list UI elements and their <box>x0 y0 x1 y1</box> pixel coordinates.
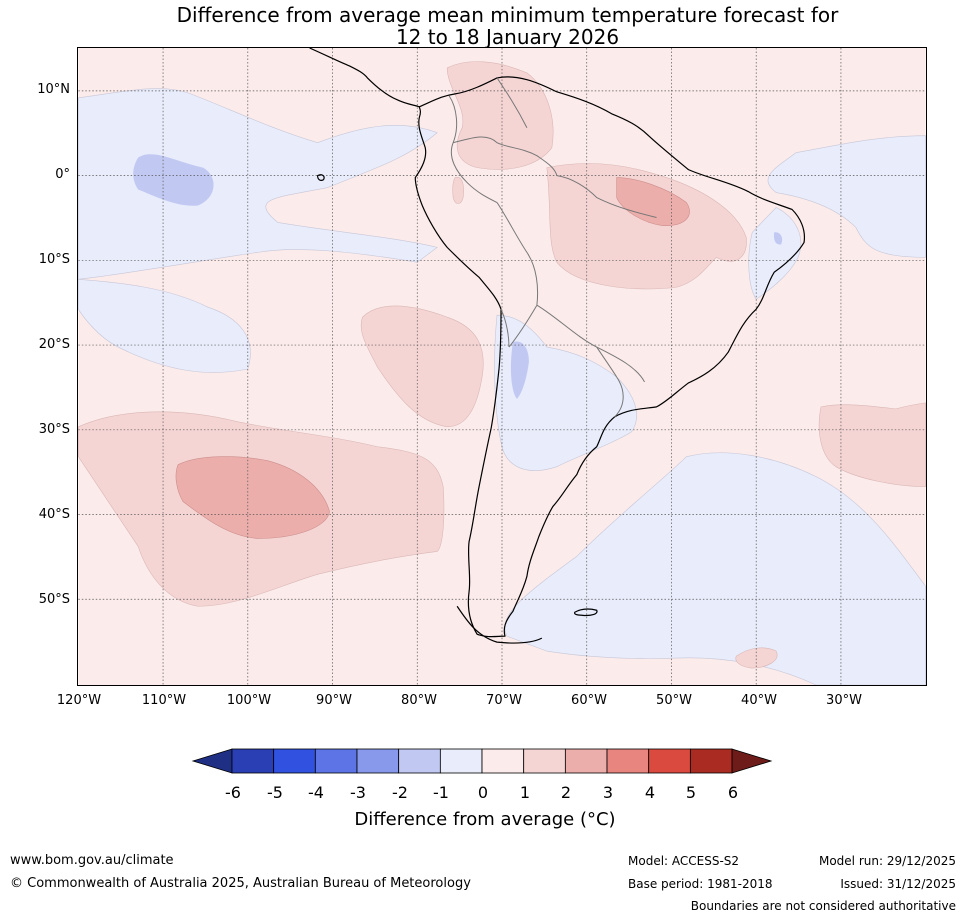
latitude-label-0: 0° <box>55 167 70 182</box>
issued-date: Issued: 31/12/2025 <box>840 877 956 891</box>
coastline-galapagos <box>316 174 325 181</box>
coastlines <box>309 48 806 644</box>
latitude-label-40s: 40°S <box>38 507 70 522</box>
colorbar-segment <box>273 748 316 774</box>
title-line-2: 12 to 18 January 2026 <box>395 25 620 49</box>
anomaly-area-cool-brazil-coast <box>748 207 802 300</box>
colorbar-segment <box>356 748 400 774</box>
colorbar-tick: 0 <box>477 783 489 802</box>
longitude-label-90w: 90°W <box>316 693 352 708</box>
colorbar-segment <box>648 748 691 774</box>
colorbar-tick: 3 <box>602 783 614 802</box>
colorbar-extend-low <box>191 748 233 774</box>
graticule <box>78 48 926 685</box>
anomaly-area-cool-moderate-brazil <box>773 232 783 245</box>
model-name: Model: ACCESS-S2 <box>628 854 740 868</box>
longitude-label-70w: 70°W <box>486 693 522 708</box>
colorbar-segment <box>523 748 566 774</box>
latitude-label-30s: 30°S <box>38 422 70 437</box>
anomaly-area-warm-amazon <box>546 163 747 290</box>
colorbar-tick: -1 <box>433 783 449 802</box>
longitude-label-120w: 120°W <box>56 693 102 708</box>
model-run-date: Model run: 29/12/2025 <box>818 854 956 868</box>
colorbar-tick: 2 <box>560 783 572 802</box>
colorbar <box>191 748 773 774</box>
anomaly-area-cool-moderate-andes <box>510 341 529 399</box>
colorbar-segment <box>398 748 441 774</box>
colorbar-label: Difference from average (°C) <box>354 809 616 830</box>
anomaly-area-cool-moderate-pacific <box>133 154 214 206</box>
longitude-label-80w: 80°W <box>401 693 437 708</box>
temperature-anomaly-map <box>77 47 927 686</box>
anomaly-area-warm-atlantic-southeast <box>818 402 926 487</box>
anomaly-area-cool-pacific-south <box>78 278 251 373</box>
anomaly-area-warm-atlantic-south <box>735 647 778 669</box>
anomaly-area-warm-colombia-west <box>452 176 464 204</box>
colorbar-segment <box>481 748 525 774</box>
colorbar-tick: -3 <box>350 783 366 802</box>
anomaly-area-warm-moderate-pacific <box>175 456 330 539</box>
colorbar-tick: 1 <box>519 783 531 802</box>
anomaly-area-warm-moderate-brazil <box>616 177 690 226</box>
colorbar-segment <box>231 748 275 774</box>
anomaly-area-cool-pacific-north <box>78 88 438 280</box>
anomaly-area-cool-south-atlantic <box>504 452 926 685</box>
anomaly-area-warm-peru-coast <box>360 305 484 428</box>
base-period: Base period: 1981-2018 <box>628 877 773 891</box>
colorbar-segment <box>564 748 608 774</box>
country-borders <box>448 77 657 418</box>
longitude-label-50w: 50°W <box>656 693 692 708</box>
longitude-label-60w: 60°W <box>571 693 607 708</box>
title-line-1: Difference from average mean minimum tem… <box>176 3 839 27</box>
coastline-tierra-del-fuego <box>456 605 543 644</box>
map-title: Difference from average mean minimum tem… <box>0 4 965 48</box>
longitude-label-100w: 100°W <box>226 693 272 708</box>
colorbar-tick: -2 <box>392 783 408 802</box>
colorbar-tick: -4 <box>308 783 324 802</box>
colorbar-segment <box>606 748 650 774</box>
latitude-label-10n: 10°N <box>37 82 70 97</box>
longitude-label-30w: 30°W <box>826 693 862 708</box>
longitude-label-40w: 40°W <box>741 693 777 708</box>
colorbar-tick: 5 <box>685 783 697 802</box>
colorbar-tick: 4 <box>644 783 656 802</box>
colorbar-segment <box>314 748 358 774</box>
latitude-label-50s: 50°S <box>38 592 70 607</box>
colorbar-segment <box>689 748 733 774</box>
boundaries-disclaimer: Boundaries are not considered authoritat… <box>690 899 956 913</box>
colorbar-extend-high <box>731 748 773 774</box>
coastline-falklands <box>574 608 598 617</box>
anomaly-area-cool-atlantic-east <box>767 135 926 258</box>
coastline-central-america <box>309 48 420 108</box>
copyright-notice: © Commonwealth of Australia 2025, Austra… <box>10 876 471 891</box>
anomaly-area-cool-andes <box>494 314 637 471</box>
colorbar-segment <box>439 748 483 774</box>
latitude-label-20s: 20°S <box>38 337 70 352</box>
colorbar-tick: -5 <box>267 783 283 802</box>
colorbar-tick: -6 <box>225 783 241 802</box>
coastline-south-america <box>414 76 806 638</box>
website-link[interactable]: www.bom.gov.au/climate <box>10 853 174 868</box>
colorbar-tick: 6 <box>727 783 739 802</box>
latitude-label-10s: 10°S <box>38 252 70 267</box>
longitude-label-110w: 110°W <box>141 693 187 708</box>
